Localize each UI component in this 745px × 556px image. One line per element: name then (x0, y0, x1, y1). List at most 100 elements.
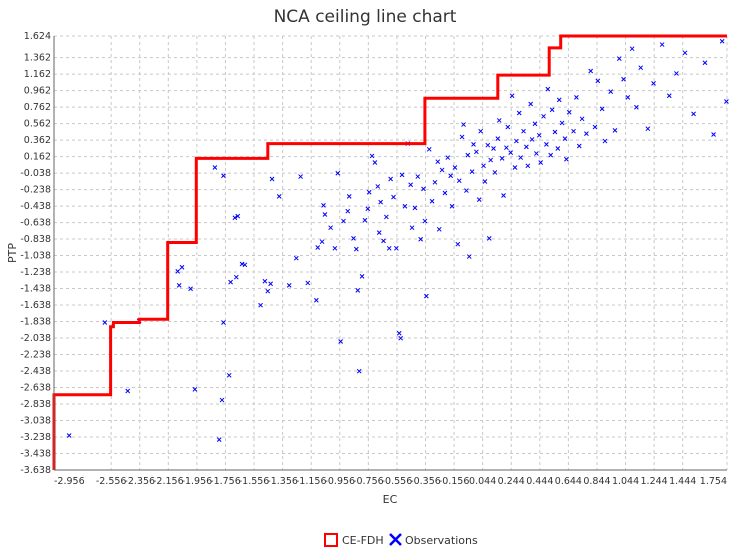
observation-point (268, 281, 273, 287)
observation-point (221, 173, 226, 179)
x-tick-label: -0.356 (410, 476, 441, 487)
observation-point (436, 226, 442, 232)
observation-point (286, 283, 292, 288)
y-tick-label: -0.238 (20, 185, 51, 196)
x-tick-label: 1.044 (612, 476, 639, 487)
observation-point (674, 71, 679, 76)
observation-point (409, 225, 415, 231)
grid (53, 35, 728, 471)
observation-point (525, 163, 531, 169)
x-tick-label: 0.444 (526, 476, 553, 487)
observation-point (362, 217, 368, 223)
observation-point (386, 245, 392, 251)
observation-point (381, 238, 386, 244)
observation-point (544, 142, 549, 147)
observation-point (621, 76, 626, 82)
observation-point (638, 65, 644, 71)
observation-point (534, 151, 539, 156)
observation-point (365, 206, 371, 212)
y-tick-label: -3.438 (20, 449, 51, 460)
observation-point (518, 155, 524, 160)
y-tick-label: -0.638 (20, 218, 51, 229)
observation-point (461, 122, 466, 127)
observation-point (179, 264, 185, 270)
x-tick-label: -0.756 (353, 476, 384, 487)
x-tick-label: 0.844 (583, 476, 610, 487)
observation-point (226, 372, 232, 378)
legend-item-observations[interactable]: Observations (389, 533, 478, 547)
observation-point (482, 179, 488, 184)
observation-point (452, 165, 458, 170)
observation-point (232, 215, 238, 221)
observation-point (346, 193, 352, 199)
observation-point (366, 189, 372, 195)
observation-point (375, 184, 381, 189)
x-tick-label: -2.956 (54, 476, 85, 487)
observation-point (625, 95, 631, 100)
observation-point (516, 110, 522, 116)
y-tick-label: -1.238 (20, 267, 51, 278)
x-tick-label: -0.956 (324, 476, 355, 487)
y-tick-label: -0.838 (20, 234, 51, 245)
observation-point (402, 203, 408, 209)
y-tick-label: -2.638 (20, 383, 51, 394)
x-tick-label: -0.556 (382, 476, 413, 487)
y-tick-label: -1.638 (20, 300, 51, 311)
observation-point (501, 193, 506, 198)
legend-item-ce-fdh[interactable]: CE-FDH (324, 533, 384, 547)
observation-point (456, 178, 462, 184)
observation-point (176, 283, 182, 288)
observation-point (355, 288, 361, 293)
observation-point (412, 205, 418, 211)
x-tick-label: -2.156 (153, 476, 184, 487)
observation-point (532, 121, 538, 127)
observation-point (524, 144, 529, 150)
observation-point (125, 388, 131, 394)
observation-point (512, 165, 518, 170)
observation-point (682, 50, 688, 56)
observation-point (338, 339, 343, 344)
observation-point (595, 78, 601, 84)
observation-point (584, 131, 589, 137)
observation-point (476, 197, 482, 202)
observation-point (471, 142, 476, 147)
y-tick-label: 0.362 (24, 135, 51, 146)
observation-point (504, 145, 509, 151)
observation-point (429, 198, 435, 204)
observation-point (369, 153, 375, 159)
y-tick-label: 1.624 (24, 31, 51, 42)
observation-point (486, 236, 492, 241)
x-tick-labels: -2.956 -2.556-2.356-2.156-1.956-1.756-1.5… (54, 476, 727, 487)
observation-point (612, 128, 618, 133)
observation-point (345, 208, 351, 214)
observation-point (372, 160, 378, 165)
x-tick-label: -1.556 (239, 476, 270, 487)
observation-point (485, 142, 491, 148)
x-tick-label: 1.244 (641, 476, 668, 487)
observation-point (432, 179, 438, 185)
x-tick-label: -2.356 (124, 476, 155, 487)
observation-point (629, 46, 635, 52)
y-tick-label: 0.762 (24, 102, 51, 113)
observation-point (212, 165, 218, 170)
observation-point (645, 126, 651, 132)
observation-point (384, 214, 389, 220)
observation-point (66, 433, 72, 438)
observation-point (562, 136, 568, 141)
y-tick-label: -0.438 (20, 201, 51, 212)
observation-point (424, 293, 429, 299)
observation-point (341, 218, 346, 224)
observation-point (353, 246, 359, 252)
x-tick-label: -1.956 (182, 476, 213, 487)
x-tick-label: 0.244 (498, 476, 525, 487)
observation-point (435, 159, 441, 165)
observation-point (469, 169, 475, 174)
observation-point (549, 107, 555, 113)
observation-point (335, 170, 341, 176)
observation-point (351, 236, 356, 241)
observation-point (566, 109, 572, 115)
observation-point (221, 320, 226, 325)
x-tick-label: -2.556 (96, 476, 127, 487)
observation-point (322, 212, 328, 217)
